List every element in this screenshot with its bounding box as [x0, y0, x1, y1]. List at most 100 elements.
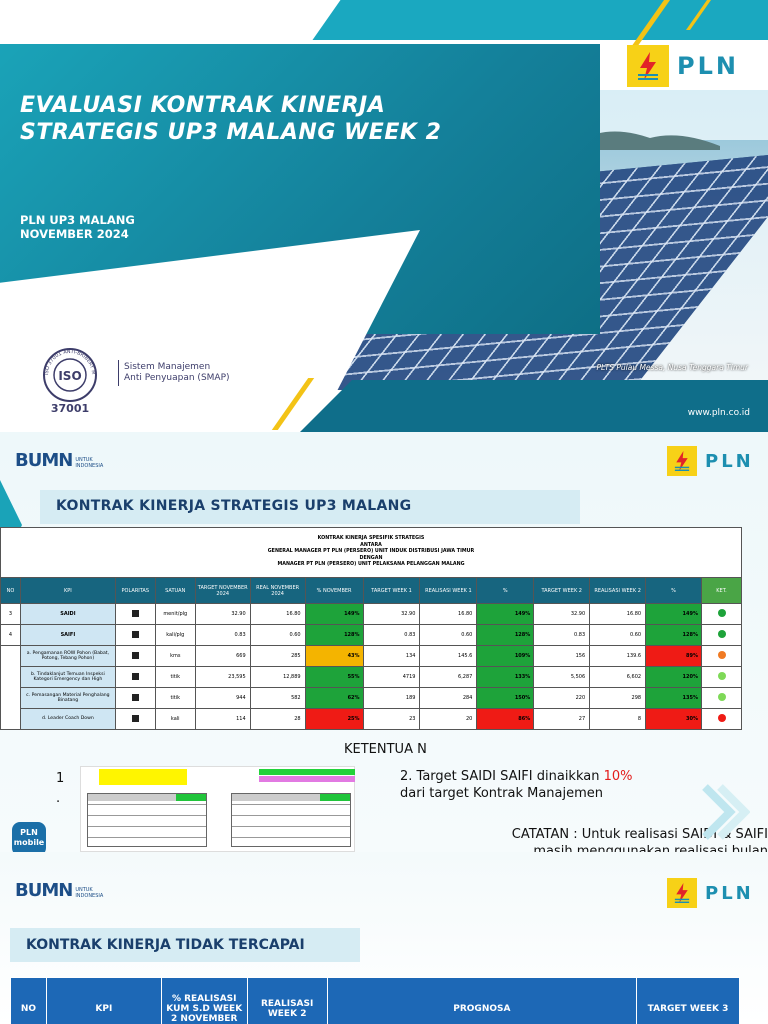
ket-cell: [701, 708, 742, 730]
kpi-cell: a. Pengamanan ROW Pohon (Babat, Potong, …: [19, 645, 116, 667]
target-w1-cell: 32.90: [362, 603, 421, 625]
real-nov-cell: 0.60: [249, 624, 306, 646]
polarity-icon: [131, 609, 139, 617]
target-w1-cell: 23: [362, 708, 421, 730]
real-w2-cell: 8: [589, 708, 647, 730]
kpi-cell: SAIDI: [19, 603, 116, 625]
real-w1-cell: 20: [419, 708, 478, 730]
real-w2-cell: 16.80: [589, 603, 647, 625]
pct-w1-cell: 133%: [476, 666, 535, 688]
target-w2-cell: 32.90: [533, 603, 591, 625]
no-cell: 3: [0, 603, 21, 625]
kontrak-kinerja-slide: BUMN UNTUK INDONESIA PLN KONTRAK KINERJA …: [0, 432, 768, 852]
no-cell: [0, 645, 21, 730]
pct-nov-cell: 128%: [304, 624, 364, 646]
real-w2-cell: 0.60: [589, 624, 647, 646]
pln-mobile-badge: PLN mobile: [12, 822, 46, 852]
pct-w1-cell: 149%: [476, 603, 535, 625]
catatan-note: CATATAN : Untuk realisasi SAIDI & SAIFI …: [511, 827, 768, 852]
target-w2-cell: 156: [533, 645, 591, 667]
target-nov-cell: 0.83: [194, 624, 251, 646]
bottom-band: [300, 380, 768, 432]
target-w2-cell: 27: [533, 708, 591, 730]
status-dot-icon: [717, 630, 726, 638]
polarity-icon: [131, 651, 139, 659]
svg-text:37001: 37001: [51, 402, 89, 415]
pln-logo: PLN: [667, 446, 754, 476]
polarity-icon: [131, 693, 139, 701]
kontrak-kinerja-table: KONTRAK KINERJA SPESIFIK STRATEGIS ANTAR…: [0, 527, 742, 730]
target-nov-cell: 944: [194, 687, 251, 709]
target-w2-cell: 220: [533, 687, 591, 709]
polarity-icon: [131, 672, 139, 680]
table-caption: KONTRAK KINERJA SPESIFIK STRATEGIS ANTAR…: [0, 527, 742, 578]
bumn-logo: BUMN UNTUK INDONESIA: [15, 450, 104, 471]
note-1-number: 1.: [56, 771, 65, 806]
table-header: NO KPI POLARITAS SATUAN TARGET NOVEMBER …: [0, 577, 742, 604]
real-w2-cell: 6,602: [589, 666, 647, 688]
satuan-cell: kali: [154, 708, 196, 730]
no-cell: 4: [0, 624, 21, 646]
ket-cell: [701, 624, 742, 646]
polaritas-cell: [114, 645, 156, 667]
polaritas-cell: [114, 624, 156, 646]
pct-w1-cell: 150%: [476, 687, 535, 709]
polaritas-cell: [114, 603, 156, 625]
satuan-cell: menit/plg: [154, 603, 196, 625]
polarity-icon: [131, 714, 139, 722]
real-w2-cell: 139.6: [589, 645, 647, 667]
cover-slide: EVALUASI KONTRAK KINERJA STRATEGIS UP3 M…: [0, 0, 768, 432]
real-nov-cell: 16.80: [249, 603, 306, 625]
target-nov-cell: 669: [194, 645, 251, 667]
decorative-stripe: [312, 0, 768, 40]
target-nov-cell: 32.90: [194, 603, 251, 625]
pln-logo: PLN: [667, 878, 754, 908]
satuan-cell: kms: [154, 645, 196, 667]
target-nov-cell: 23,595: [194, 666, 251, 688]
notes-title: KETENTUA N: [344, 742, 427, 757]
divider: [118, 360, 119, 386]
ket-cell: [701, 666, 742, 688]
table-header: NO KPI % REALISASI KUM S.D WEEK 2 NOVEMB…: [10, 977, 740, 1024]
ket-cell: [701, 603, 742, 625]
pct-w2-cell: 120%: [645, 666, 702, 688]
bumn-logo: BUMN UNTUK INDONESIA: [15, 880, 104, 901]
polarity-icon: [131, 630, 139, 638]
real-nov-cell: 28: [249, 708, 306, 730]
satuan-cell: kali/plg: [154, 624, 196, 646]
website-url: www.pln.co.id: [687, 408, 750, 418]
real-nov-cell: 582: [249, 687, 306, 709]
status-dot-icon: [717, 609, 726, 617]
target-nov-cell: 114: [194, 708, 251, 730]
real-w1-cell: 145.6: [419, 645, 478, 667]
real-w1-cell: 0.60: [419, 624, 478, 646]
section-heading: KONTRAK KINERJA TIDAK TERCAPAI: [10, 928, 360, 962]
table-row: 3 SAIDI menit/plg 32.90 16.80 149% 32.90 16.80 1…: [0, 603, 742, 625]
polaritas-cell: [114, 666, 156, 688]
pct-nov-cell: 43%: [304, 645, 364, 667]
pct-w2-cell: 135%: [645, 687, 702, 709]
status-dot-icon: [717, 651, 726, 659]
target-w1-cell: 189: [362, 687, 421, 709]
pct-nov-cell: 149%: [304, 603, 364, 625]
table-row: b. Tindaklanjut Temuan Inspeksi Kategori…: [1, 666, 742, 688]
pct-w2-cell: 89%: [645, 645, 702, 667]
pln-lightning-icon: [627, 45, 669, 87]
note-2: 2. Target SAIDI SAIFI dinaikkan 10% dari…: [400, 769, 633, 801]
kpi-cell: d. Leader Coach Down: [19, 708, 116, 730]
pct-w2-cell: 128%: [645, 624, 702, 646]
target-w1-cell: 4719: [362, 666, 421, 688]
target-w1-cell: 0.83: [362, 624, 421, 646]
kpi-cell: c. Pemasangan Material Penghalang Binata…: [19, 687, 116, 709]
svg-text:ISO: ISO: [58, 369, 81, 383]
pct-w2-cell: 149%: [645, 603, 702, 625]
polaritas-cell: [114, 687, 156, 709]
pln-lightning-icon: [667, 878, 697, 908]
photo-caption: PLTS Pulau Messa, Nusa Tenggara Timur: [596, 363, 748, 372]
target-w1-cell: 134: [362, 645, 421, 667]
pln-lightning-icon: [667, 446, 697, 476]
pct-nov-cell: 25%: [304, 708, 364, 730]
section-heading: KONTRAK KINERJA STRATEGIS UP3 MALANG: [40, 490, 580, 524]
satuan-cell: titik: [154, 666, 196, 688]
pct-nov-cell: 62%: [304, 687, 364, 709]
